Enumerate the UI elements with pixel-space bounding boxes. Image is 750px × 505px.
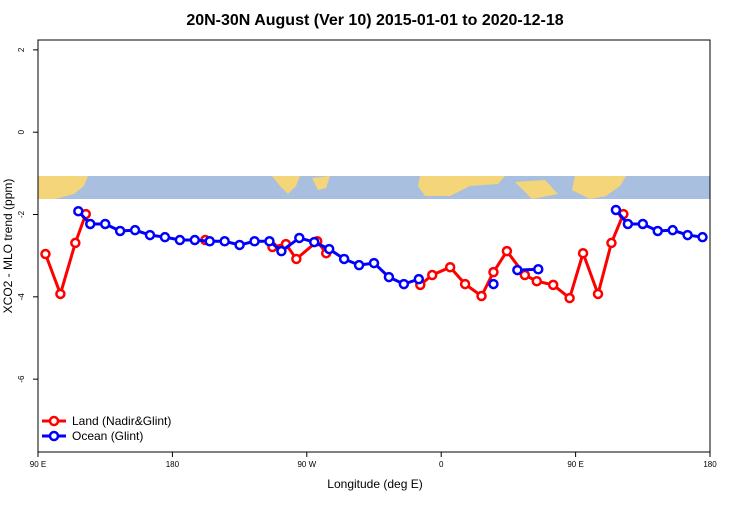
data-point (353, 259, 365, 271)
data-point (129, 224, 141, 236)
data-point (309, 236, 320, 248)
x-tick-label: 90 E (30, 460, 46, 469)
data-point (606, 237, 617, 249)
legend-marker (48, 415, 60, 427)
data-point (204, 236, 215, 247)
legend-label: Land (Nadir&Glint) (72, 414, 171, 428)
data-point (610, 204, 622, 216)
y-tick-label: -6 (17, 375, 26, 383)
data-point (547, 279, 559, 291)
data-point (159, 231, 171, 243)
data-point (501, 245, 513, 257)
data-point (70, 237, 81, 249)
y-tick-label: -4 (17, 293, 26, 301)
data-point (368, 257, 380, 269)
data-point (697, 231, 708, 243)
data-point (533, 264, 544, 275)
data-point (444, 261, 456, 273)
data-point (174, 234, 186, 246)
data-point (637, 218, 649, 230)
data-point (40, 248, 51, 260)
data-point (622, 218, 634, 230)
plot-frame (37, 39, 711, 453)
data-point (73, 205, 84, 217)
x-tick-label: 90 W (297, 460, 316, 469)
data-point (291, 253, 302, 265)
data-point (413, 273, 425, 285)
data-point (652, 225, 663, 237)
data-point (488, 278, 499, 290)
data-point (459, 278, 471, 290)
data-point (189, 234, 201, 246)
data-point (682, 229, 693, 241)
x-axis-label: Longitude (deg E) (327, 477, 422, 491)
data-point (99, 218, 111, 230)
data-point (592, 288, 604, 300)
data-point (512, 264, 523, 276)
data-point (234, 239, 245, 251)
data-point (667, 224, 678, 236)
data-point (144, 229, 156, 241)
data-point (577, 247, 589, 259)
data-point (294, 232, 305, 244)
data-point (276, 245, 287, 257)
data-point (249, 236, 260, 247)
x-tick-label: 90 E (567, 460, 583, 469)
legend-marker (48, 430, 60, 442)
x-tick-label: 0 (439, 460, 444, 469)
data-point (398, 278, 410, 290)
y-tick-label: 0 (17, 129, 26, 134)
data-point (338, 253, 350, 265)
data-point (383, 271, 395, 283)
map-strip (38, 176, 710, 199)
data-point (564, 292, 575, 304)
x-tick-label: 180 (166, 460, 180, 469)
data-point (426, 269, 438, 281)
y-tick-label: 2 (17, 47, 26, 52)
y-axis-label: XCO2 - MLO trend (ppm) (1, 179, 15, 314)
data-point (264, 236, 275, 247)
data-point (114, 225, 126, 237)
data-point (323, 243, 335, 255)
y-tick-label: -2 (17, 210, 26, 218)
x-tick-label: 180 (703, 460, 717, 469)
chart-title: 20N-30N August (Ver 10) 2015-01-01 to 20… (186, 12, 563, 29)
data-point (85, 218, 96, 230)
data-point (219, 236, 230, 247)
data-point (488, 266, 499, 278)
data-point (55, 288, 66, 300)
legend-label: Ocean (Glint) (72, 429, 143, 443)
data-point (531, 275, 543, 287)
data-point (476, 290, 487, 302)
